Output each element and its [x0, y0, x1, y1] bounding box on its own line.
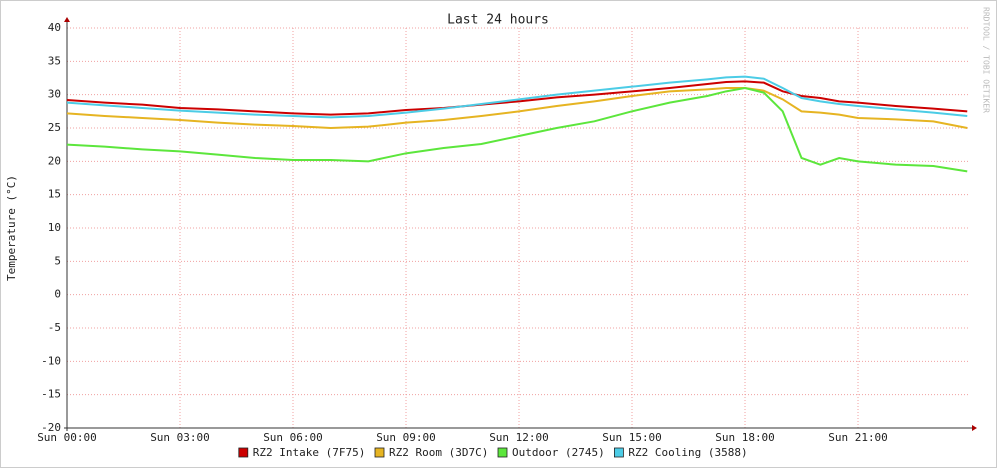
legend-label: RZ2 Room (3D7C)	[389, 446, 488, 459]
x-tick-label: Sun 06:00	[263, 431, 323, 444]
series-line	[66, 80, 968, 116]
y-tick-label: 30	[48, 88, 61, 101]
y-tick-label: -5	[48, 321, 61, 334]
x-tick-label: Sun 03:00	[150, 431, 210, 444]
y-tick-label: 10	[48, 221, 61, 234]
y-tick-label: 35	[48, 54, 61, 67]
legend-swatch	[614, 447, 624, 458]
legend-label: RZ2 Cooling (3588)	[628, 446, 747, 459]
y-axis-arrow	[64, 17, 70, 22]
legend-swatch	[238, 447, 249, 458]
chart-title: Last 24 hours	[447, 13, 549, 28]
plot	[66, 75, 968, 173]
grid: -20 -15 -10 -5 0 5 10 15 20 25 30 35 40 Sun 00:00 Sun …	[37, 17, 977, 444]
y-tick-label: 15	[48, 188, 61, 201]
x-tick-label: Sun 18:00	[715, 431, 775, 444]
y-tick-label: 0	[54, 288, 61, 301]
legend-swatch	[497, 447, 508, 458]
legend-swatch	[374, 447, 385, 458]
y-axis-label: Temperature (°C)	[5, 175, 18, 281]
y-tick-label: 40	[48, 21, 61, 34]
series-line	[66, 87, 968, 130]
x-tick-label: Sun 12:00	[489, 431, 549, 444]
x-tick-label: Sun 21:00	[828, 431, 888, 444]
y-tick-label: -20	[41, 421, 61, 434]
x-tick-label: Sun 09:00	[376, 431, 436, 444]
y-tick-label: -10	[41, 354, 61, 367]
x-tick-label: Sun 00:00	[37, 431, 97, 444]
legend: RZ2 Intake (7F75) RZ2 Room (3D7C) Outdoor …	[238, 446, 748, 459]
legend-label: Outdoor (2745)	[512, 446, 605, 459]
y-tick-label: -15	[41, 388, 61, 401]
y-tick-label: 25	[48, 121, 61, 134]
series-line	[66, 75, 968, 119]
y-tick-label: 20	[48, 154, 61, 167]
series-line	[66, 86, 968, 173]
x-axis-arrow	[972, 425, 977, 431]
legend-label: RZ2 Intake (7F75)	[253, 446, 366, 459]
y-tick-label: 5	[54, 254, 61, 267]
watermark: RRDTOOL / TOBI OETIKER	[982, 7, 991, 113]
x-tick-label: Sun 15:00	[602, 431, 662, 444]
